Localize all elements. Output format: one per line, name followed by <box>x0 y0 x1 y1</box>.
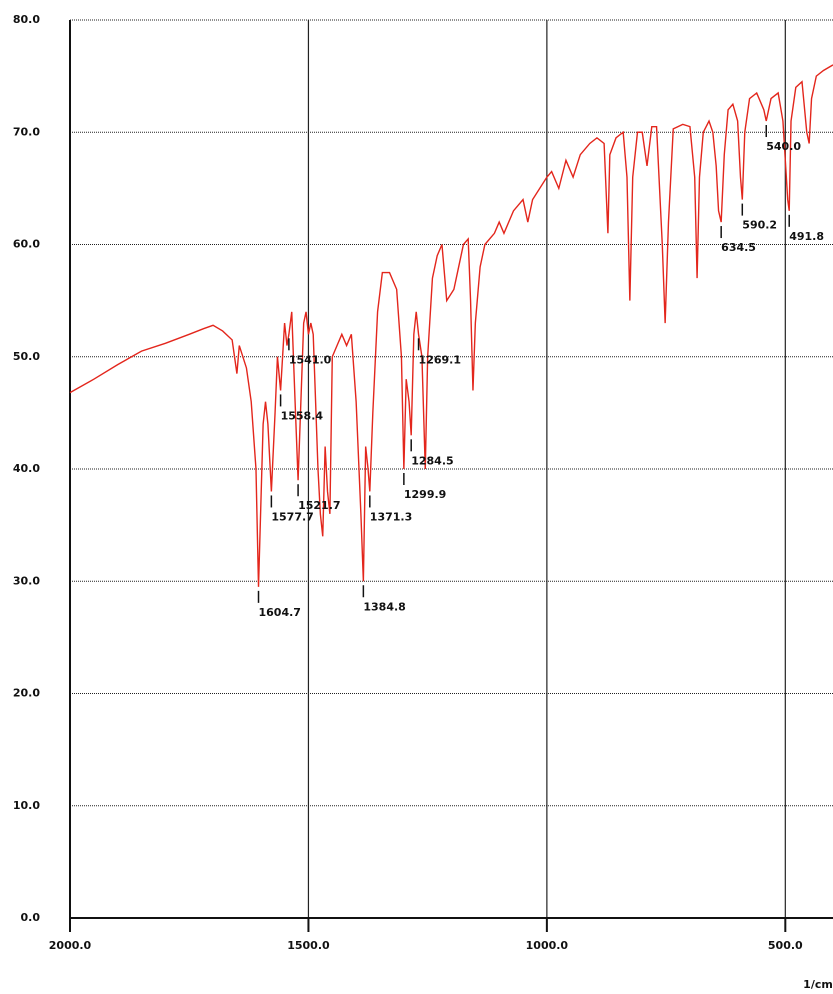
peak-label: 1541.0 <box>289 353 332 366</box>
y-tick-label: 80.0 <box>13 13 40 26</box>
peak-label: 540.0 <box>766 140 801 153</box>
y-tick-label: 0.0 <box>21 911 41 924</box>
y-tick-label: 10.0 <box>13 799 40 812</box>
peak-label: 1604.7 <box>259 606 301 619</box>
peak-label: 1371.3 <box>370 510 412 523</box>
peak-label: 1521.7 <box>298 499 340 512</box>
x-tick-label: 1000.0 <box>526 939 569 952</box>
peak-label: 1299.9 <box>404 488 446 501</box>
y-tick-label: 40.0 <box>13 462 40 475</box>
peak-label: 1558.4 <box>281 409 324 422</box>
y-tick-label: 60.0 <box>13 238 40 251</box>
peak-label: 1577.7 <box>271 510 313 523</box>
x-unit: 1/cm <box>803 978 833 991</box>
peak-label: 590.2 <box>742 219 777 232</box>
peak-label: 634.5 <box>721 241 756 254</box>
spectrum-line <box>69 64 833 587</box>
peak-label: 1269.1 <box>419 353 461 366</box>
x-tick-label: 1500.0 <box>287 939 330 952</box>
peak-label: 1384.8 <box>363 600 405 613</box>
y-tick-label: 30.0 <box>13 574 40 587</box>
peak-label: 491.8 <box>789 230 824 243</box>
x-tick-label: 2000.0 <box>49 939 92 952</box>
y-tick-label: 70.0 <box>13 125 40 138</box>
y-tick-label: 50.0 <box>13 350 40 363</box>
x-tick-label: 500.0 <box>768 939 803 952</box>
y-tick-label: 20.0 <box>13 687 40 700</box>
peak-label: 1284.5 <box>411 454 453 467</box>
